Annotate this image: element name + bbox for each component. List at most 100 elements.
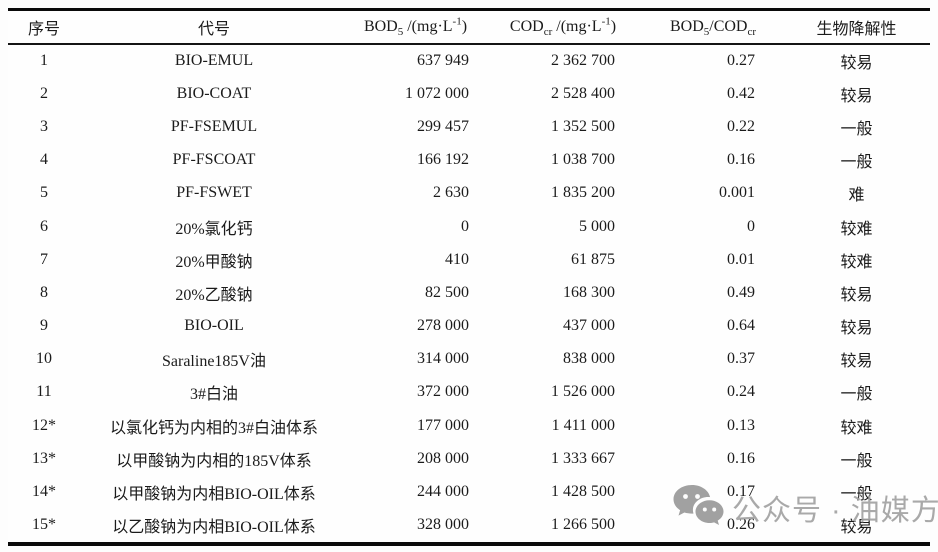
cell-bod: 1 072 000 — [405, 84, 469, 102]
cell-ratio: 0.27 — [727, 52, 755, 70]
cell-bio: 一般 — [840, 386, 873, 404]
cell-bod: 166 192 — [417, 151, 469, 169]
cell-code: PF-FSWET — [176, 184, 252, 202]
cell-code: PF-FSCOAT — [172, 151, 256, 169]
cell-bio: 较易 — [840, 55, 873, 73]
cell-bod: 278 000 — [417, 317, 469, 335]
column-header-ratio: BOD5/CODcr — [669, 18, 757, 39]
table-row: 15* 以乙酸钠为内相BIO-OIL体系 328 000 1 266 500 0.26 较… — [8, 509, 930, 542]
table-row: 7 20%甲酸钠 410 61 875 0.01 较难 — [8, 243, 930, 276]
cell-num: 8 — [40, 283, 48, 301]
table-row: 14* 以甲酸钠为内相BIO-OIL体系 244 000 1 428 500 0.17 一… — [8, 475, 930, 508]
cell-code: BIO-COAT — [176, 84, 252, 102]
cell-code: PF-FSEMUL — [170, 117, 258, 135]
cell-ratio: 0.24 — [727, 383, 755, 401]
table-body: 1 BIO-EMUL 637 949 2 362 700 0.27 较易 2 BIO-COAT… — [8, 44, 930, 542]
cell-ratio: 0.13 — [727, 416, 755, 434]
table-row: 13* 以甲酸钠为内相的185V体系 208 000 1 333 667 0.16 一般 — [8, 442, 930, 475]
table-row: 4 PF-FSCOAT 166 192 1 038 700 0.16 一般 — [8, 144, 930, 177]
cell-ratio: 0.01 — [727, 250, 755, 268]
cell-ratio: 0.42 — [727, 84, 755, 102]
column-header-code: 代号 — [197, 21, 230, 38]
cell-bod: 82 500 — [425, 283, 469, 301]
cell-code: 20%氯化钙 — [175, 220, 253, 238]
cell-cod: 1 038 700 — [551, 151, 615, 169]
cell-cod: 437 000 — [563, 317, 615, 335]
cell-ratio: 0.001 — [719, 184, 755, 202]
cell-bio: 一般 — [840, 154, 873, 172]
cell-cod: 61 875 — [571, 250, 615, 268]
cell-cod: 5 000 — [579, 217, 615, 235]
cell-num: 13* — [32, 449, 56, 467]
table-row: 5 PF-FSWET 2 630 1 835 200 0.001 难 — [8, 177, 930, 210]
cell-ratio: 0.16 — [727, 449, 755, 467]
cell-num: 4 — [40, 151, 48, 169]
cell-ratio: 0.22 — [727, 117, 755, 135]
cell-bio: 较难 — [840, 419, 873, 437]
table-row: 12* 以氯化钙为内相的3#白油体系 177 000 1 411 000 0.13 较难 — [8, 409, 930, 442]
cell-cod: 1 526 000 — [551, 383, 615, 401]
cell-code: 3#白油 — [189, 386, 238, 404]
cell-cod: 168 300 — [563, 283, 615, 301]
cell-code: 以乙酸钠为内相BIO-OIL体系 — [112, 519, 316, 537]
cell-bod: 0 — [461, 217, 469, 235]
column-header-num: 序号 — [27, 21, 60, 38]
cell-cod: 838 000 — [563, 350, 615, 368]
cell-num: 14* — [32, 483, 56, 501]
cell-bio: 较难 — [840, 220, 873, 238]
cell-bod: 244 000 — [417, 483, 469, 501]
cell-num: 6 — [40, 217, 48, 235]
cell-num: 10 — [36, 350, 52, 368]
table-row: 11 3#白油 372 000 1 526 000 0.24 一般 — [8, 376, 930, 409]
cell-bio: 较易 — [840, 286, 873, 304]
cell-ratio: 0.17 — [727, 483, 755, 501]
cell-bio: 较易 — [840, 87, 873, 105]
cell-num: 5 — [40, 184, 48, 202]
cell-code: BIO-EMUL — [174, 52, 254, 70]
column-header-bod: BOD5 /(mg·L-1) — [363, 15, 468, 39]
cell-code: 20%乙酸钠 — [175, 286, 253, 304]
cell-cod: 2 528 400 — [551, 84, 615, 102]
cell-bod: 372 000 — [417, 383, 469, 401]
table-row: 9 BIO-OIL 278 000 437 000 0.64 较易 — [8, 310, 930, 343]
cell-num: 1 — [40, 52, 48, 70]
table-header-row: 序号 代号 BOD5 /(mg·L-1) CODcr /(mg·L-1) BOD5/CO… — [8, 11, 930, 44]
cell-bio: 较易 — [840, 320, 873, 338]
table-row: 3 PF-FSEMUL 299 457 1 352 500 0.22 一般 — [8, 110, 930, 143]
column-header-cod: CODcr /(mg·L-1) — [509, 15, 617, 39]
cell-bod: 314 000 — [417, 350, 469, 368]
cell-ratio: 0.49 — [727, 283, 755, 301]
cell-cod: 1 835 200 — [551, 184, 615, 202]
table-row: 8 20%乙酸钠 82 500 168 300 0.49 较易 — [8, 276, 930, 309]
cell-bod: 328 000 — [417, 516, 469, 534]
cell-bio: 一般 — [840, 486, 873, 504]
cell-code: 20%甲酸钠 — [175, 253, 253, 271]
cell-code: 以甲酸钠为内相的185V体系 — [116, 452, 312, 470]
cell-num: 9 — [40, 317, 48, 335]
cell-num: 2 — [40, 84, 48, 102]
cell-code: 以氯化钙为内相的3#白油体系 — [109, 419, 318, 437]
cell-cod: 1 333 667 — [551, 449, 615, 467]
cell-ratio: 0.37 — [727, 350, 755, 368]
table-row: 10 Saraline185V油 314 000 838 000 0.37 较易 — [8, 343, 930, 376]
cell-bod: 299 457 — [417, 117, 469, 135]
cell-cod: 1 411 000 — [551, 416, 615, 434]
cell-ratio: 0.64 — [727, 317, 755, 335]
cell-code: 以甲酸钠为内相BIO-OIL体系 — [112, 486, 316, 504]
cell-ratio: 0.16 — [727, 151, 755, 169]
biodegradability-table: 序号 代号 BOD5 /(mg·L-1) CODcr /(mg·L-1) BOD5/CO… — [8, 11, 930, 542]
table-row: 6 20%氯化钙 0 5 000 0 较难 — [8, 210, 930, 243]
cell-bod: 410 — [445, 250, 469, 268]
cell-bod: 637 949 — [417, 52, 469, 70]
table-header: 序号 代号 BOD5 /(mg·L-1) CODcr /(mg·L-1) BOD5/CO… — [8, 11, 930, 44]
cell-bod: 208 000 — [417, 449, 469, 467]
cell-cod: 1 428 500 — [551, 483, 615, 501]
cell-cod: 2 362 700 — [551, 52, 615, 70]
cell-bio: 较易 — [840, 353, 873, 371]
cell-code: Saraline185V油 — [162, 353, 266, 371]
cell-ratio: 0.26 — [727, 516, 755, 534]
cell-bio: 较易 — [840, 519, 873, 537]
cell-num: 3 — [40, 117, 48, 135]
cell-num: 7 — [40, 250, 48, 268]
cell-bio: 难 — [848, 187, 865, 205]
